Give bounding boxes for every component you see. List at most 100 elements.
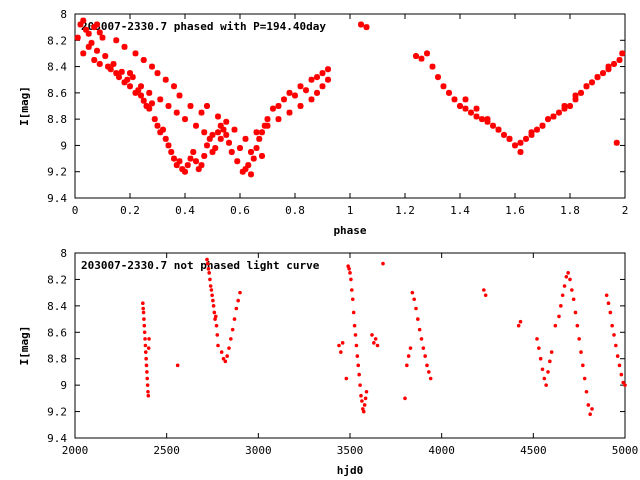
data-point xyxy=(325,66,331,72)
data-point xyxy=(320,83,326,89)
data-point xyxy=(364,397,368,401)
data-point xyxy=(482,288,486,292)
data-point xyxy=(372,341,376,345)
data-point xyxy=(190,149,196,155)
data-point xyxy=(298,83,304,89)
data-point xyxy=(610,324,614,328)
data-point xyxy=(213,311,217,315)
data-point xyxy=(587,403,591,407)
data-point xyxy=(545,116,551,122)
data-point xyxy=(446,90,452,96)
data-point xyxy=(424,50,430,56)
data-point xyxy=(142,317,146,321)
data-point xyxy=(211,299,215,303)
data-point xyxy=(314,90,320,96)
x-tick-label: 5000 xyxy=(612,444,639,457)
data-point xyxy=(535,337,539,341)
data-point xyxy=(517,324,521,328)
data-point xyxy=(287,90,293,96)
data-point xyxy=(229,337,233,341)
data-point xyxy=(512,142,518,148)
data-point xyxy=(152,116,158,122)
data-point xyxy=(358,22,364,28)
data-point xyxy=(141,98,147,104)
data-point xyxy=(363,403,367,407)
data-point xyxy=(145,377,149,381)
data-point xyxy=(204,142,210,148)
data-point xyxy=(143,324,147,328)
data-point xyxy=(94,22,100,28)
data-point xyxy=(543,377,547,381)
data-point xyxy=(581,364,585,368)
data-point xyxy=(209,284,213,288)
data-point xyxy=(225,354,229,358)
y-tick-label: 8 xyxy=(60,8,67,21)
data-point xyxy=(224,360,228,364)
data-point xyxy=(182,116,188,122)
data-point xyxy=(567,103,573,109)
data-point xyxy=(339,350,343,354)
data-point xyxy=(413,53,419,59)
data-point xyxy=(75,35,81,41)
y-tick-label: 8.4 xyxy=(47,61,67,74)
data-point xyxy=(479,116,485,122)
data-point xyxy=(420,337,424,341)
data-point xyxy=(600,70,606,76)
data-point xyxy=(238,291,242,295)
data-point xyxy=(557,315,561,319)
data-point xyxy=(207,271,211,275)
data-point xyxy=(287,110,293,116)
data-point xyxy=(457,103,463,109)
data-point xyxy=(565,275,569,279)
y-axis-label: I[mag] xyxy=(18,86,31,126)
data-point xyxy=(216,344,220,348)
data-point xyxy=(119,69,125,75)
data-point xyxy=(248,171,254,177)
data-point xyxy=(501,132,507,138)
data-point xyxy=(201,153,207,159)
data-point xyxy=(122,44,128,50)
data-point xyxy=(166,103,172,109)
data-point xyxy=(199,110,205,116)
data-point xyxy=(177,92,183,98)
data-point xyxy=(182,169,188,175)
data-point xyxy=(585,390,589,394)
data-point xyxy=(541,367,545,371)
data-point xyxy=(618,364,622,368)
data-point xyxy=(620,373,624,377)
data-point xyxy=(414,307,418,311)
data-point xyxy=(559,304,563,308)
data-point xyxy=(94,48,100,54)
data-point xyxy=(127,83,133,89)
data-point xyxy=(245,162,251,168)
x-axis-label: phase xyxy=(333,224,366,237)
data-point xyxy=(605,293,609,297)
data-point xyxy=(220,350,224,354)
data-point xyxy=(215,324,219,328)
x-tick-label: 0.4 xyxy=(175,204,195,217)
data-point xyxy=(124,77,130,83)
data-point xyxy=(364,24,370,30)
data-point xyxy=(484,293,488,297)
data-point xyxy=(341,341,345,345)
data-point xyxy=(226,140,232,146)
x-tick-label: 0.6 xyxy=(230,204,250,217)
data-point xyxy=(345,377,349,381)
data-point xyxy=(507,136,513,142)
data-point xyxy=(210,293,214,297)
data-point xyxy=(496,127,502,133)
x-tick-label: 0.8 xyxy=(285,204,305,217)
data-point xyxy=(147,337,151,341)
data-point xyxy=(212,145,218,151)
data-point xyxy=(356,364,360,368)
data-point xyxy=(612,333,616,337)
y-tick-label: 8.2 xyxy=(47,34,67,47)
data-point xyxy=(614,344,618,348)
data-point xyxy=(276,116,282,122)
data-point xyxy=(102,53,108,59)
data-point xyxy=(237,145,243,151)
x-tick-label: 1.8 xyxy=(560,204,580,217)
x-tick-label: 2 xyxy=(622,204,629,217)
data-point xyxy=(243,136,249,142)
